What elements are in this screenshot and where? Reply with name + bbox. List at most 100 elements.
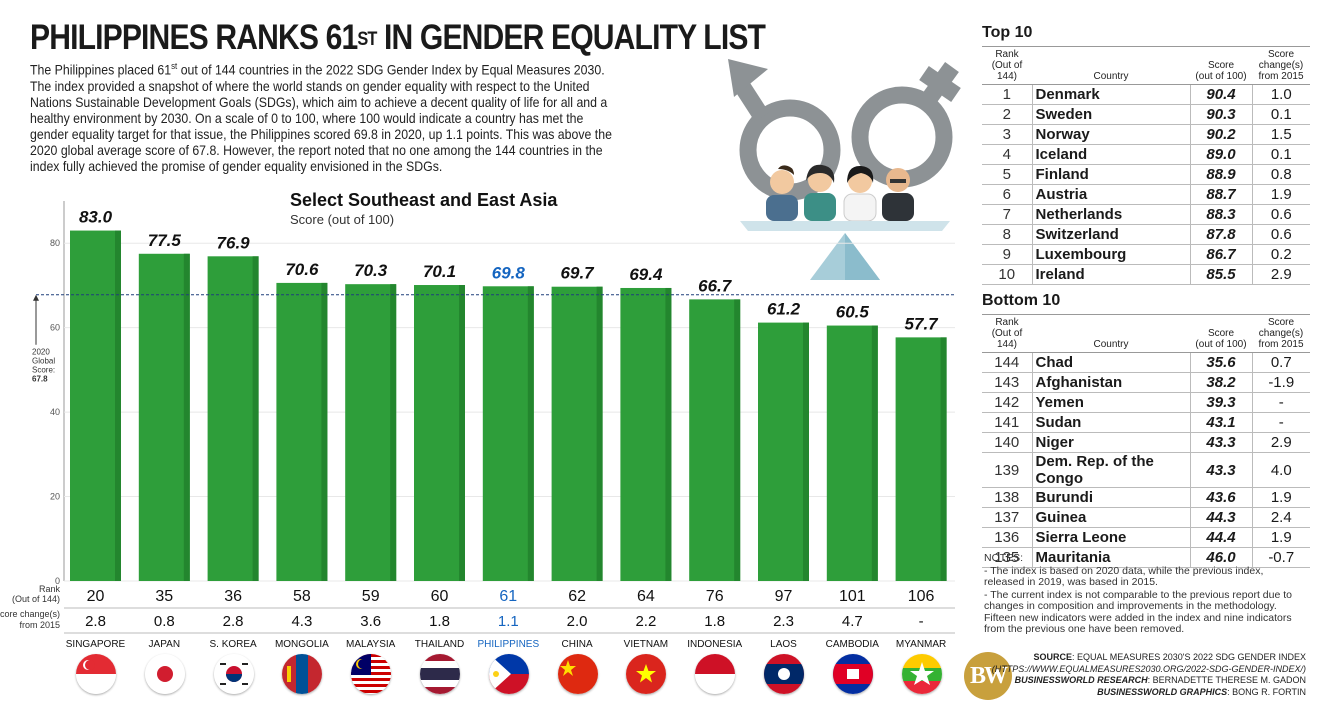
rank-change-rows: 20 2.8 SINGAPORE 35 0.8 JAPAN 36 2.8 S. KOREA 58 4…: [0, 584, 955, 650]
bar-shade: [940, 337, 947, 581]
table-row: 136 Sierra Leone 44.4 1.9: [982, 527, 1310, 548]
rank-label: 61: [499, 588, 517, 605]
country-label: CAMBODIA: [826, 639, 880, 650]
score-cell: 44.4: [1189, 527, 1252, 548]
score-change-label: 2.2: [635, 613, 656, 630]
change-header: Score change(s) from 2015: [1252, 46, 1310, 85]
country-label: CHINA: [562, 639, 593, 650]
change-cell: 1.9: [1251, 527, 1310, 548]
change-header: Score change(s) from 2015: [1252, 314, 1310, 353]
intro-line: index fully achieved the promise of gend…: [30, 157, 443, 174]
bar-value-label: 70.1: [423, 262, 456, 281]
rank-cell: 10: [982, 264, 1032, 285]
note-item: - The current index is not comparable to…: [984, 588, 1292, 635]
score-cell: 88.9: [1189, 164, 1252, 185]
intro-line: The index provided a snapshot of where t…: [30, 77, 590, 94]
rank-header: Rank (Out of 144): [982, 46, 1032, 85]
table-row: 7 Netherlands 88.3 0.6: [982, 204, 1310, 225]
change-cell: 1.5: [1251, 124, 1310, 145]
country-cell: Sweden: [1031, 104, 1190, 125]
country-cell: Luxembourg: [1031, 244, 1190, 265]
bar-shade: [115, 230, 121, 582]
change-cell: 0.1: [1251, 144, 1310, 165]
intro-line: 2020 global average score of 67.8. Howev…: [30, 141, 603, 158]
intro-line: healthy environment by 2030. On a scale …: [30, 109, 584, 126]
change-cell: 0.6: [1251, 204, 1310, 225]
rank-label: 97: [775, 588, 793, 605]
score-cell: 88.3: [1189, 204, 1252, 225]
philippines-flag-icon: [488, 654, 529, 694]
score-header: Score (out of 100): [1190, 46, 1252, 85]
table-row: 139 Dem. Rep. of the Congo 43.3 4.0: [982, 452, 1310, 488]
score-change-label: 1.8: [429, 613, 450, 630]
y-tick-label: 80: [50, 238, 60, 248]
bottom10-table-panel: Bottom 10 Rank (Out of 144) Country Score…: [982, 292, 1310, 568]
rank-cell: 2: [982, 104, 1032, 125]
country-cell: Sierra Leone: [1031, 527, 1190, 548]
bar: [138, 253, 190, 581]
rank-cell: 140: [982, 432, 1032, 453]
bar: [276, 282, 328, 581]
page-title: PHILIPPINES RANKS 61ST IN GENDER EQUALIT…: [30, 18, 766, 57]
bar: [482, 286, 534, 581]
chart-title: Select Southeast and East Asia: [290, 190, 558, 210]
change-cell: 0.7: [1251, 352, 1310, 373]
intro-line: The Philippines placed 61st out of 144 c…: [30, 61, 605, 78]
chart-subtitle: Score (out of 100): [290, 212, 394, 227]
country-cell: Yemen: [1031, 392, 1190, 413]
y-tick-label: 60: [50, 323, 60, 333]
bar-shade: [734, 299, 741, 581]
change-cell: 1.0: [1251, 84, 1310, 105]
country-cell: Guinea: [1031, 507, 1190, 528]
rank-label: 58: [293, 588, 311, 605]
source-credit: SOURCE: EQUAL MEASURES 2030'S 2022 SDG G…: [1033, 652, 1307, 662]
country-label: LAOS: [770, 639, 797, 650]
rank-cell: 1: [982, 84, 1032, 105]
rank-cell: 6: [982, 184, 1032, 205]
country-cell: Mauritania: [1031, 547, 1190, 568]
country-label: SINGAPORE: [66, 639, 126, 650]
singapore-flag-icon: [76, 654, 116, 694]
bars: 83.0 77.5 76.9 70.6 70.3 70.1 69.8 69.7 69.4 66.7…: [70, 208, 947, 582]
rank-label: 76: [706, 588, 724, 605]
table-row: 142 Yemen 39.3-: [982, 392, 1310, 413]
score-change-label: 2.8: [223, 613, 244, 630]
bar-value-label: 60.5: [836, 303, 870, 322]
bar-value-label: 83.0: [79, 208, 113, 227]
y-tick-label: 0: [55, 576, 60, 586]
businessworld-logo: BW: [964, 652, 1012, 700]
change-cell: 0.6: [1251, 224, 1310, 245]
rank-header: Rank (Out of 144): [982, 314, 1032, 353]
rank-cell: 141: [982, 412, 1032, 433]
balance-scale-icon: [740, 221, 950, 280]
score-change-label: -: [919, 613, 924, 630]
score-cell: 43.1: [1189, 412, 1252, 433]
bar-shade: [321, 282, 328, 581]
score-change-label: 2.0: [567, 613, 588, 630]
bar-shade: [596, 286, 603, 581]
rank-cell: 9: [982, 244, 1032, 265]
country-cell: Chad: [1031, 352, 1190, 373]
score-change-label: 1.8: [704, 613, 725, 630]
score-cell: 44.3: [1189, 507, 1252, 528]
y-tick-label: 20: [50, 492, 60, 502]
bar-value-label: 69.7: [561, 264, 596, 283]
table-row: 1 Denmark 90.4 1.0: [982, 84, 1310, 105]
rank-cell: 7: [982, 204, 1032, 225]
score-cell: 43.3: [1189, 432, 1252, 453]
table-row: 9 Luxembourg 86.7 0.2: [982, 244, 1310, 265]
country-header: Country: [1032, 46, 1190, 85]
country-cell: Netherlands: [1031, 204, 1190, 225]
change-cell: 2.9: [1251, 432, 1310, 453]
rank-cell: 135: [982, 547, 1032, 568]
bar-shade: [252, 256, 259, 581]
mongolia-flag-icon: [282, 654, 323, 694]
country-label: JAPAN: [149, 639, 181, 650]
country-label: MALAYSIA: [346, 639, 396, 650]
table-row: 140 Niger 43.3 2.9: [982, 432, 1310, 453]
score-cell: 88.7: [1189, 184, 1252, 205]
rank-label: 62: [568, 588, 586, 605]
country-cell: Sudan: [1031, 412, 1190, 433]
country-cell: Switzerland: [1031, 224, 1190, 245]
score-cell: 90.4: [1189, 84, 1252, 105]
